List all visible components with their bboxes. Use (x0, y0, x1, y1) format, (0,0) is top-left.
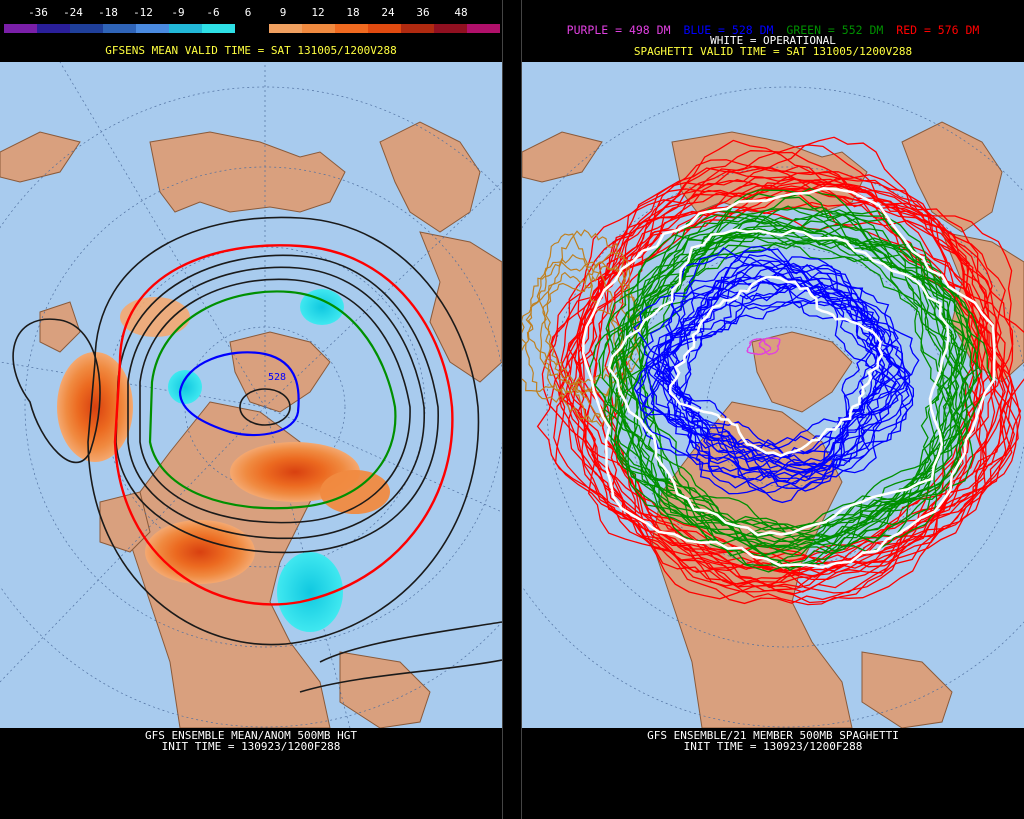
colorbar-swatch (301, 24, 335, 33)
spaghetti-line (571, 165, 1010, 588)
colorbar-swatch (136, 24, 170, 33)
scale-label: 6 (244, 6, 252, 19)
spaghetti-line (594, 189, 952, 545)
operational-line (607, 228, 950, 537)
scale-label: -24 (63, 6, 83, 19)
colorbar-swatch (433, 24, 467, 33)
legend-red-576: RED = 576 DM (896, 23, 980, 37)
operational-line (668, 275, 884, 458)
legend-green-552: GREEN = 552 DM (786, 23, 884, 37)
spaghetti-line (601, 234, 961, 543)
spaghetti-line (622, 209, 960, 571)
spaghetti-line (554, 206, 1015, 593)
scale-label: 12 (311, 6, 325, 19)
warm-anomaly-pacific (57, 352, 133, 462)
colorbar-swatch (334, 24, 368, 33)
cool-anomaly-east-us (277, 552, 343, 632)
spaghetti-line (679, 285, 911, 494)
colorbar-swatch (466, 24, 500, 33)
mean-footer-init-time: INIT TIME = 130923/1200F288 (161, 740, 341, 753)
ensemble-498dm-contours (746, 336, 781, 356)
warm-anomaly-alaska (120, 297, 190, 337)
spaghetti-line (536, 261, 643, 424)
scale-label: -9 (171, 6, 185, 19)
scale-label: 24 (381, 6, 395, 19)
scale-label: -6 (206, 6, 220, 19)
warm-anomaly-atlantic (320, 470, 390, 514)
scale-label: 48 (454, 6, 468, 19)
mean-footer-title: GFS ENSEMBLE MEAN/ANOM 500MB HGT (145, 729, 357, 742)
colorbar-swatch (37, 24, 71, 33)
legend-purple-498: PURPLE = 498 DM (566, 23, 671, 37)
scale-label: -18 (98, 6, 118, 19)
colorbar-swatch (268, 24, 302, 33)
legend-blue-528: BLUE = 528 DM (683, 23, 774, 37)
colorbar-swatch (202, 24, 236, 33)
spaghetti-line (522, 253, 624, 395)
cool-anomaly-siberia (300, 289, 344, 325)
height-contours (12, 216, 502, 693)
colorbar-swatch (103, 24, 137, 33)
anomaly-shading (57, 289, 390, 632)
spaghetti-line (633, 263, 901, 450)
anomaly-colorbar (4, 24, 500, 33)
ensemble-mean-panel: -36 -24 -18 -12 -9 -6 6 9 12 18 24 36 48 GFSENS MEAN… (0, 0, 502, 819)
mean-valid-time-header: GFSENS MEAN VALID TIME = SAT 131005/1200… (105, 44, 397, 57)
spaghetti-line (614, 227, 959, 573)
scale-label: 9 (279, 6, 287, 19)
colorbar-swatch (4, 24, 38, 33)
spaghetti-map-svg (522, 86, 1024, 728)
mean-anomaly-map-svg: 528 (0, 62, 502, 728)
scale-label: -12 (133, 6, 153, 19)
spaghetti-line (662, 247, 879, 468)
spaghetti-line (622, 187, 964, 552)
spaghetti-line (604, 136, 998, 594)
warm-anomaly-canada (145, 520, 255, 584)
legend-white-operational: WHITE = OPERATIONAL (710, 34, 836, 47)
spaghetti-line (577, 159, 988, 589)
anomaly-scale-labels: -36 -24 -18 -12 -9 -6 6 9 12 18 24 36 48 (0, 6, 502, 20)
spaghetti-line (639, 253, 886, 460)
operational-line (581, 186, 996, 569)
spaghetti-contour-legend: PURPLE = 498 DM BLUE = 528 DM GREEN = 55… (522, 23, 1024, 37)
panel-divider (502, 0, 522, 819)
scale-label: -36 (28, 6, 48, 19)
colorbar-swatch (367, 24, 401, 33)
spaghetti-line (541, 165, 989, 585)
spaghetti-line (565, 151, 1021, 587)
colorbar-swatch (400, 24, 434, 33)
operational-run-contours (581, 186, 996, 569)
mean-anomaly-map: 528 (0, 62, 502, 728)
spaghetti-line (610, 228, 968, 566)
spaghetti-line (633, 261, 899, 459)
contour-label-528: 528 (268, 372, 286, 383)
spaghetti-line (655, 281, 915, 482)
cool-anomaly-arctic (168, 370, 202, 404)
colorbar-swatch (235, 24, 269, 33)
spaghetti-panel: PURPLE = 498 DM BLUE = 528 DM GREEN = 55… (522, 0, 1024, 819)
colorbar-swatch (70, 24, 104, 33)
spaghetti-line (642, 281, 894, 504)
scale-label: 18 (346, 6, 360, 19)
spaghetti-footer-title: GFS ENSEMBLE/21 MEMBER 500MB SPAGHETTI (647, 729, 899, 742)
spaghetti-line (605, 193, 979, 557)
colorbar-swatch (169, 24, 203, 33)
spaghetti-footer-init-time: INIT TIME = 130923/1200F288 (683, 740, 863, 753)
spaghetti-line (758, 336, 781, 356)
spaghetti-line (671, 245, 892, 464)
spaghetti-line (614, 225, 980, 530)
spaghetti-line (536, 176, 1022, 593)
spaghetti-line (746, 338, 772, 356)
scale-label: 36 (416, 6, 430, 19)
spaghetti-valid-time-header: SPAGHETTI VALID TIME = SAT 131005/1200V2… (633, 45, 913, 58)
spaghetti-map (522, 62, 1024, 728)
